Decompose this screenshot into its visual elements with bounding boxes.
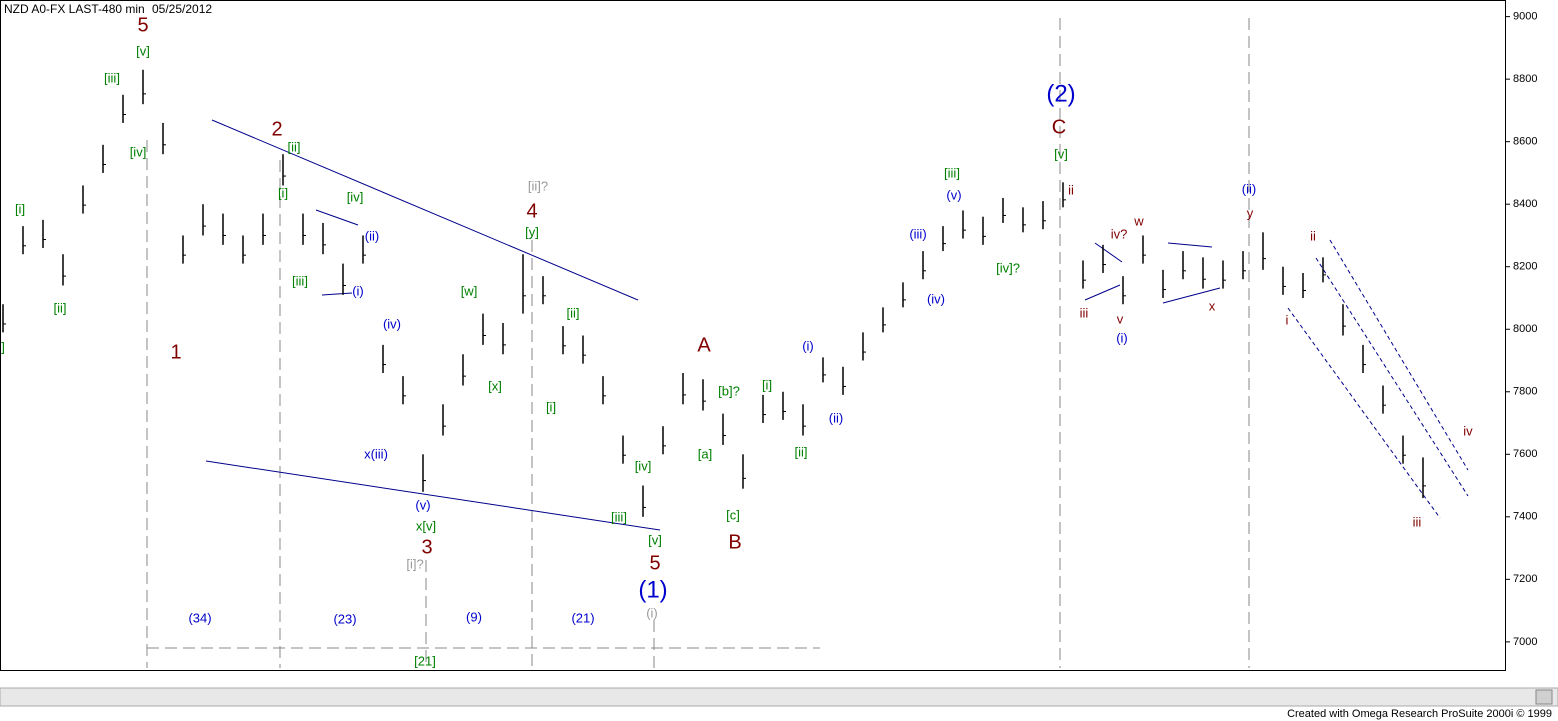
wave-label: [x]	[488, 378, 502, 393]
wave-label: iii	[1413, 514, 1422, 529]
footer: Created with Omega Research ProSuite 200…	[1287, 708, 1552, 720]
scroll-handle[interactable]	[1535, 689, 1553, 705]
wave-label: i	[1286, 312, 1289, 327]
wave-label: [ii]	[795, 444, 808, 459]
wave-label: 4	[526, 200, 537, 222]
y-tick-label: 7000	[1513, 636, 1537, 648]
wave-label: 1	[170, 341, 181, 363]
wave-label: [21]	[414, 653, 436, 668]
wave-label: [iv]	[635, 458, 652, 473]
wave-label: C	[1052, 116, 1066, 138]
y-tick-label: 8800	[1513, 73, 1537, 85]
wave-label: (i)	[1116, 330, 1128, 345]
wave-label: y	[1247, 205, 1254, 220]
wave-label: ii	[1310, 228, 1316, 243]
wave-label: x	[1209, 298, 1216, 313]
plot-frame	[0, 0, 1506, 671]
wave-label: [iv]?	[996, 260, 1020, 275]
wave-label: v	[1117, 311, 1124, 326]
wave-label: [v]	[648, 532, 662, 547]
wave-label: (23)	[333, 611, 356, 626]
wave-label: [iii]	[611, 509, 627, 524]
wave-label: [b]?	[718, 383, 740, 398]
wave-label: [i]	[278, 185, 288, 200]
wave-label: B	[728, 531, 741, 553]
y-tick-label: 7800	[1513, 386, 1537, 398]
wave-label: (i)	[352, 283, 364, 298]
wave-label: [i]	[15, 201, 25, 216]
wave-label: iv?	[1111, 226, 1128, 241]
channel-lines	[1287, 239, 1469, 519]
wave-label: [i]?	[406, 556, 423, 571]
wave-label: A	[697, 334, 711, 356]
wave-dividers	[146, 18, 1250, 668]
wave-label: [ii]	[288, 139, 301, 154]
chart-date: 05/25/2012	[152, 2, 212, 16]
wave-label: w	[1133, 213, 1144, 228]
wave-label: x[v]	[416, 518, 436, 533]
y-tick-label: 8400	[1513, 198, 1537, 210]
wave-label: [ii]	[567, 305, 580, 320]
wave-label: 5	[649, 552, 660, 574]
wave-label: (iv)	[383, 316, 401, 331]
wave-label: [iii]	[944, 165, 960, 180]
wave-label: [a]	[698, 446, 712, 461]
wave-label: (i)	[802, 338, 814, 353]
wave-label: [c]	[726, 507, 740, 522]
wave-label: [ii]?	[528, 178, 548, 193]
wave-label: (i)	[646, 605, 658, 620]
y-tick-label: 8600	[1513, 136, 1537, 148]
y-tick-label: 7200	[1513, 573, 1537, 585]
wave-label: iv	[1463, 423, 1473, 438]
wave-label: [iii]	[292, 273, 308, 288]
y-tick-label: 7400	[1513, 511, 1537, 523]
wave-label: (21)	[571, 610, 594, 625]
wave-label: [v]	[136, 43, 150, 58]
wave-label: (ii)	[365, 228, 379, 243]
scrollbar[interactable]	[0, 687, 1558, 707]
wave-label: [iii]	[104, 70, 120, 85]
wave-label: [i]	[546, 399, 556, 414]
wave-label: [y]	[525, 224, 539, 239]
chart-title: NZD A0-FX LAST-480 min	[4, 2, 145, 16]
wave-label: 5	[137, 14, 148, 36]
wave-label: (ii)	[829, 410, 843, 425]
wave-label: [w]	[461, 283, 478, 298]
wave-label: (34)	[188, 610, 211, 625]
wave-label: ]	[1, 339, 5, 354]
wave-label: (9)	[466, 609, 482, 624]
wave-label: x(iii)	[364, 446, 388, 461]
y-tick-label: 9000	[1513, 11, 1537, 23]
wave-label: (v)	[415, 497, 430, 512]
trend-lines	[205, 119, 1221, 531]
wave-label: (2)	[1046, 80, 1075, 107]
y-tick-label: 8200	[1513, 261, 1537, 273]
wave-label: ii	[1068, 182, 1074, 197]
wave-label: [v]	[1054, 146, 1068, 161]
wave-label: 3	[421, 536, 432, 558]
y-tick-label: 7600	[1513, 448, 1537, 460]
wave-label: iii	[1080, 305, 1089, 320]
wave-label: 2	[271, 118, 282, 140]
wave-label: (ii)	[1242, 181, 1256, 196]
wave-label: (1)	[638, 576, 667, 603]
wave-label: (iv)	[927, 291, 945, 306]
wave-label: [ii]	[54, 300, 67, 315]
wave-label: [iv]	[347, 189, 364, 204]
wave-label: [i]	[762, 377, 772, 392]
wave-label: [iv]	[130, 144, 147, 159]
wave-label: (iii)	[909, 226, 926, 241]
wave-label: (v)	[946, 187, 961, 202]
y-tick-label: 8000	[1513, 323, 1537, 335]
